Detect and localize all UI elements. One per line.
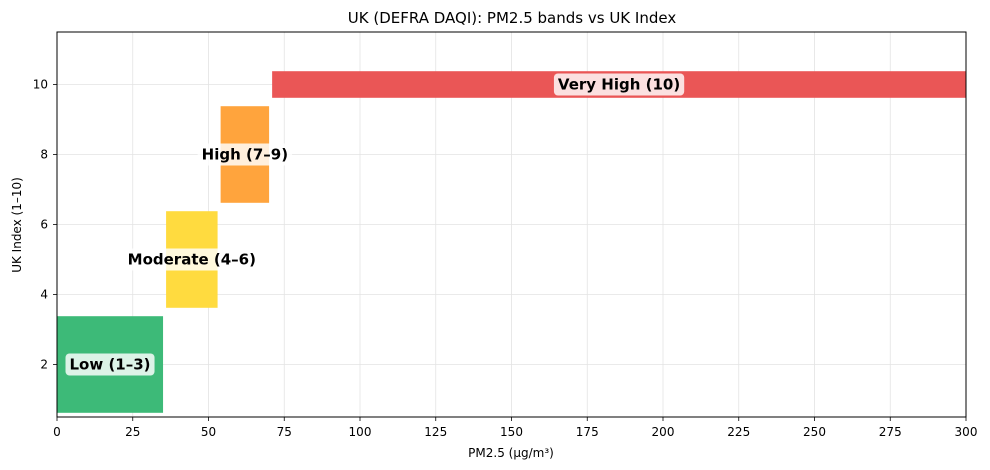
band-label: Low (1–3) [70, 356, 151, 374]
band-label-group: High (7–9) [197, 143, 293, 166]
band-label-background [123, 248, 260, 271]
band-labels: Low (1–3) Moderate (4–6) High (7–9) Very Hi… [65, 73, 685, 376]
x-tick-label: 125 [424, 425, 447, 439]
y-tick-label: 4 [40, 288, 48, 302]
band-label-group: Very High (10) [553, 73, 685, 96]
band-label-group: Low (1–3) [65, 353, 155, 376]
x-axis-ticks: 0 25 50 75 100 125 150 175 200 225 250 275 300 [53, 417, 977, 439]
y-tick-label: 10 [33, 78, 48, 92]
y-tick-label: 6 [40, 218, 48, 232]
band-label-group: Moderate (4–6) [123, 248, 260, 271]
x-tick-label: 100 [349, 425, 372, 439]
band-label: Very High (10) [558, 76, 680, 94]
y-tick-label: 8 [40, 148, 48, 162]
x-tick-label: 200 [652, 425, 675, 439]
x-tick-label: 0 [53, 425, 61, 439]
x-tick-label: 50 [201, 425, 216, 439]
y-tick-label: 2 [40, 358, 48, 372]
band-label: Moderate (4–6) [128, 251, 256, 269]
x-tick-label: 150 [500, 425, 523, 439]
y-axis-ticks: 2 4 6 8 10 [33, 78, 57, 372]
x-tick-label: 250 [803, 425, 826, 439]
x-tick-label: 275 [879, 425, 902, 439]
x-tick-label: 300 [955, 425, 978, 439]
x-tick-label: 175 [576, 425, 599, 439]
chart-title: UK (DEFRA DAQI): PM2.5 bands vs UK Index [348, 9, 677, 27]
x-tick-label: 25 [125, 425, 140, 439]
x-axis-title: PM2.5 (µg/m³) [468, 446, 554, 460]
y-axis-title: UK Index (1–10) [10, 177, 24, 273]
band-label-background [65, 353, 155, 376]
band-label: High (7–9) [202, 146, 288, 164]
x-tick-label: 225 [727, 425, 750, 439]
band-label-background [553, 73, 685, 96]
band-label-background [197, 143, 293, 166]
x-tick-label: 75 [277, 425, 292, 439]
